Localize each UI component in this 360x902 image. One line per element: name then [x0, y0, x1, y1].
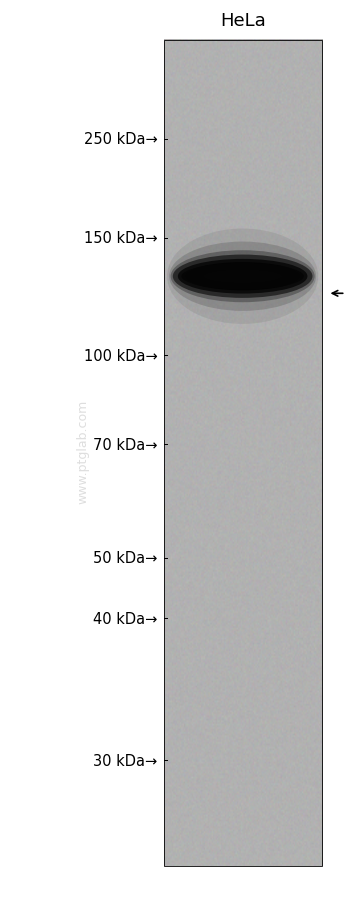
Ellipse shape: [173, 255, 312, 299]
Text: 70 kDa→: 70 kDa→: [93, 437, 157, 453]
Ellipse shape: [192, 267, 293, 287]
Ellipse shape: [181, 264, 304, 290]
Text: 40 kDa→: 40 kDa→: [93, 611, 157, 626]
Text: 50 kDa→: 50 kDa→: [93, 550, 157, 566]
Ellipse shape: [203, 270, 282, 284]
Text: 100 kDa→: 100 kDa→: [84, 348, 157, 364]
Text: HeLa: HeLa: [220, 12, 266, 30]
Ellipse shape: [171, 251, 315, 303]
Bar: [164, 41, 322, 866]
Text: 250 kDa→: 250 kDa→: [84, 132, 157, 147]
Ellipse shape: [185, 262, 300, 291]
Text: 150 kDa→: 150 kDa→: [84, 231, 157, 246]
Text: www.ptglab.com: www.ptglab.com: [76, 399, 89, 503]
Ellipse shape: [169, 243, 316, 311]
Text: 30 kDa→: 30 kDa→: [93, 753, 157, 768]
Ellipse shape: [167, 229, 318, 325]
Ellipse shape: [178, 260, 307, 294]
